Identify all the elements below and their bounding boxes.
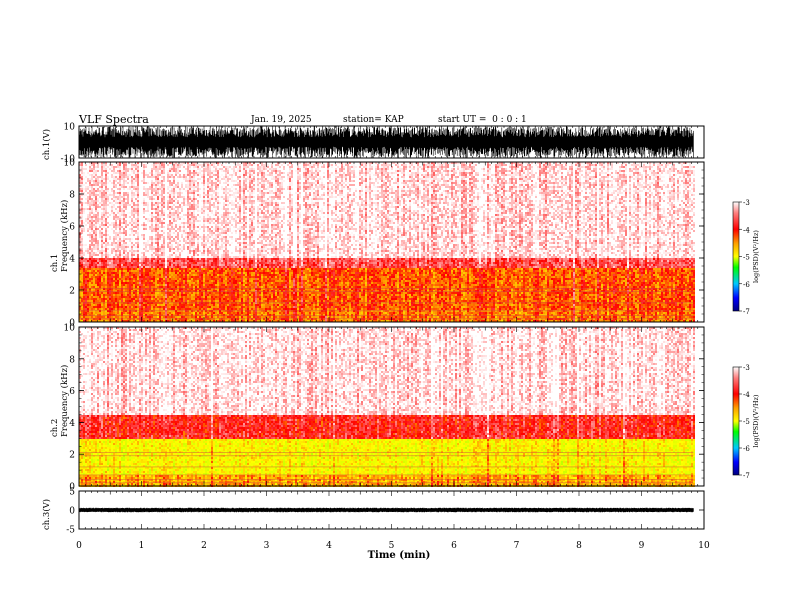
- y-tick-label: 2: [69, 451, 75, 461]
- x-tick-label: 2: [201, 541, 207, 551]
- colorbar-tick-label: -7: [743, 308, 750, 316]
- x-tick-label: 8: [576, 541, 582, 551]
- colorbars: -3 -4 -5 -6 -7 log(PSD)(V²/Hz) -3 -4 -5 -6 -7 log(P…: [732, 199, 760, 480]
- colorbar-tick-label: -5: [743, 254, 750, 262]
- colorbar-tick-label: -5: [743, 418, 750, 426]
- colorbar-tick-label: -4: [743, 226, 750, 234]
- y-tick-label: -10: [61, 155, 76, 165]
- colorbar-tick-label: -6: [743, 281, 750, 289]
- colorbar-label: log(PSD)(V²/Hz): [752, 394, 760, 447]
- colorbar-tick-label: -3: [743, 199, 750, 207]
- x-tick-label: 7: [514, 541, 520, 551]
- y-tick-label: 0: [69, 483, 75, 493]
- waveform-trace: [78, 507, 694, 513]
- ch3-waveform-panel: [78, 507, 694, 513]
- ch3-waveform-ylabel: ch.3(V): [42, 499, 52, 530]
- x-tick-label: 1: [139, 541, 145, 551]
- y-tick-label: 8: [69, 355, 75, 365]
- colorbar: [732, 201, 740, 312]
- y-tick-label: 10: [64, 324, 76, 334]
- y-tick-label: 5: [69, 488, 75, 498]
- y-tick-label: 2: [69, 287, 75, 297]
- y-tick-label: 6: [69, 223, 75, 233]
- y-tick-label: 0: [69, 319, 75, 329]
- y-tick-label: 6: [69, 387, 75, 397]
- ch1-waveform-ylabel: ch.1(V): [42, 129, 52, 160]
- ch1-waveform-panel: [78, 126, 694, 158]
- y-tick-label: -5: [66, 526, 75, 536]
- y-tick-label: 10: [64, 159, 76, 169]
- date-label: Jan. 19, 2025: [251, 115, 312, 125]
- start-time-label: start UT = 0 : 0 : 1: [438, 115, 527, 125]
- ch1-spectrogram-panel: [79, 162, 695, 322]
- colorbar-label: log(PSD)(V²/Hz): [752, 230, 760, 283]
- y-tick-label: 8: [69, 191, 75, 201]
- x-tick-label: 9: [639, 541, 645, 551]
- x-tick-label: 10: [698, 541, 710, 551]
- y-tick-label: 4: [69, 419, 75, 429]
- colorbar: [732, 366, 740, 476]
- x-tick-label: 0: [76, 541, 82, 551]
- y-tick-label: 0: [69, 507, 75, 517]
- x-tick-label: 3: [264, 541, 270, 551]
- waveform-trace: [78, 126, 694, 158]
- station-label: station= KAP: [343, 115, 404, 125]
- x-tick-label: 6: [451, 541, 457, 551]
- x-tick-label: 5: [389, 541, 395, 551]
- y-tick-label: 10: [64, 123, 76, 133]
- ch1-spectrogram-ylabel-text: ch.1 Frequency (kHz): [50, 200, 70, 272]
- colorbar-tick-label: -6: [743, 445, 750, 453]
- y-tick-label: 4: [69, 255, 75, 265]
- colorbar-tick-label: -7: [743, 472, 750, 480]
- ch1-spectrogram-ylabel: ch.1 Frequency (kHz): [50, 200, 70, 272]
- x-axis-label: Time (min): [368, 550, 431, 561]
- ch2-spectrogram-ylabel-text: ch.2 Frequency (kHz): [50, 365, 70, 437]
- chart-title: VLF Spectra: [79, 113, 149, 126]
- ch2-spectrogram-ylabel: ch.2 Frequency (kHz): [50, 365, 70, 437]
- ch2-spectrogram-panel: [79, 327, 695, 487]
- colorbar-tick-label: -3: [743, 364, 750, 372]
- x-tick-label: 4: [326, 541, 332, 551]
- colorbar-tick-label: -4: [743, 391, 750, 399]
